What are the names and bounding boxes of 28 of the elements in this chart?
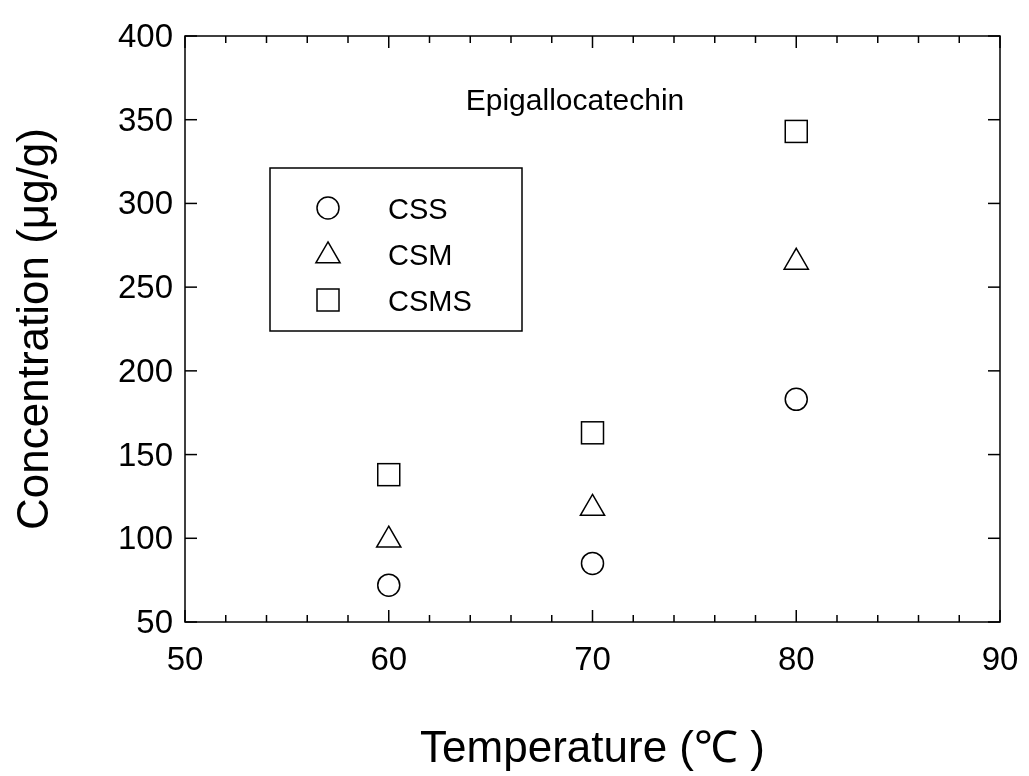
y-axis-title: Concentration (μg/g)	[8, 128, 57, 530]
x-tick-label: 80	[777, 640, 815, 677]
legend-label: CSMS	[388, 285, 472, 317]
point	[580, 551, 605, 576]
x-tick-label: 60	[370, 640, 408, 677]
legend-label: CSS	[388, 193, 448, 225]
point	[377, 573, 401, 597]
y-tick-label: 100	[117, 519, 173, 557]
point	[784, 119, 808, 144]
y-tick-label: 300	[117, 184, 173, 222]
point	[375, 525, 402, 548]
x-tick-label: 50	[166, 640, 204, 677]
y-tick-label: 200	[117, 351, 173, 389]
text: Epigallocatechin	[465, 83, 685, 116]
point	[783, 247, 810, 270]
point	[784, 387, 808, 412]
point	[580, 421, 605, 445]
y-tick-label: 400	[117, 17, 173, 54]
y-tick-label: 250	[117, 268, 173, 306]
legend-label: CSM	[388, 239, 453, 271]
point	[377, 462, 401, 487]
x-tick-label: 90	[981, 640, 1019, 677]
y-tick-label: 50	[136, 603, 173, 640]
y-tick-label: 150	[117, 435, 173, 473]
y-tick-label: 350	[117, 100, 173, 138]
x-tick-label: 70	[574, 640, 611, 677]
point	[579, 493, 606, 517]
x-axis-title: Temperature (℃ )	[420, 722, 765, 771]
